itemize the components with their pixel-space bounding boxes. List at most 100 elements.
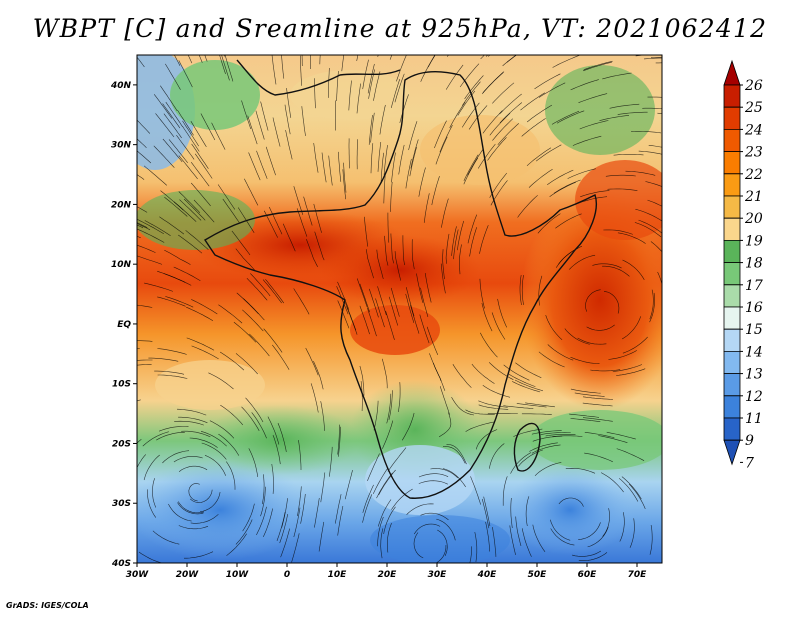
streamline <box>190 121 207 148</box>
streamline <box>482 384 511 398</box>
streamline <box>550 519 571 541</box>
streamline <box>577 337 607 345</box>
streamline <box>600 472 624 493</box>
streamline <box>284 104 291 135</box>
streamline <box>144 220 171 236</box>
streamline <box>463 154 479 182</box>
streamline <box>446 444 467 465</box>
lon-label: 0 <box>284 570 290 580</box>
streamline <box>464 75 484 100</box>
streamline <box>162 103 181 129</box>
streamline <box>457 220 464 251</box>
streamline <box>519 275 522 306</box>
streamline <box>297 486 302 517</box>
streamline <box>608 350 637 360</box>
streamline <box>592 263 622 269</box>
streamline <box>383 506 396 535</box>
streamline <box>570 79 599 91</box>
streamline <box>536 144 562 162</box>
streamline <box>622 259 645 280</box>
streamline <box>186 306 214 322</box>
streamline <box>606 431 636 440</box>
streamline <box>629 518 635 548</box>
streamline <box>578 552 608 561</box>
streamline <box>251 412 267 439</box>
streamline <box>479 225 489 254</box>
streamline <box>233 321 257 343</box>
streamline <box>165 63 181 90</box>
lat-label: 30N <box>111 141 132 151</box>
streamline <box>525 496 530 527</box>
streamline <box>281 498 288 528</box>
streamline <box>584 452 613 463</box>
streamline <box>190 514 219 524</box>
streamline <box>356 278 368 307</box>
streamline <box>483 496 491 527</box>
streamline <box>625 170 656 176</box>
streamline <box>154 370 185 375</box>
streamline <box>551 110 580 125</box>
streamline <box>531 430 562 435</box>
streamline <box>510 497 513 528</box>
streamline <box>178 191 201 214</box>
streamline <box>532 524 546 552</box>
streamline <box>485 521 490 552</box>
colorbar-label: 23 <box>744 145 763 161</box>
streamline <box>440 263 446 294</box>
streamline <box>157 374 188 379</box>
streamline <box>378 499 392 527</box>
streamline <box>137 222 148 228</box>
streamline <box>173 456 203 463</box>
streamline <box>137 138 147 149</box>
colorbar-swatch <box>723 240 741 263</box>
streamline <box>190 162 210 187</box>
streamline <box>516 403 547 408</box>
streamline <box>383 145 388 175</box>
streamline <box>391 79 401 108</box>
streamline <box>198 55 203 63</box>
streamline <box>499 93 522 115</box>
streamline <box>282 223 296 252</box>
streamline <box>176 135 195 160</box>
streamline <box>231 230 251 256</box>
streamline <box>423 193 430 223</box>
streamline <box>179 199 202 221</box>
streamline <box>378 469 396 495</box>
streamline <box>272 344 290 370</box>
streamline <box>328 67 330 98</box>
streamline <box>502 55 517 67</box>
streamline <box>219 351 245 371</box>
lat-label: 20N <box>111 200 132 210</box>
streamline <box>158 426 189 432</box>
lat-label: 10S <box>112 380 131 390</box>
streamline <box>525 402 555 408</box>
streamline <box>387 212 390 243</box>
streamline <box>447 55 449 57</box>
lat-label: EQ <box>117 320 131 330</box>
streamline <box>256 506 267 536</box>
streamline <box>406 503 434 515</box>
colorbar-label: 26 <box>744 78 763 94</box>
streamline <box>481 498 490 529</box>
streamline <box>531 444 561 454</box>
streamline <box>540 432 571 435</box>
streamline <box>310 55 311 69</box>
streamline <box>189 437 218 448</box>
streamline <box>390 233 394 264</box>
streamline <box>188 483 200 502</box>
streamline <box>478 400 508 408</box>
colorbar-swatch <box>723 439 741 466</box>
colorbar-label: 21 <box>744 189 763 205</box>
streamline <box>271 463 274 494</box>
streamline <box>370 112 375 143</box>
streamline <box>256 150 268 179</box>
streamline <box>194 153 213 179</box>
streamline <box>619 512 625 542</box>
streamline <box>480 332 498 358</box>
streamline <box>372 467 389 495</box>
streamline <box>201 442 227 460</box>
colorbar-swatch <box>723 106 741 130</box>
streamline <box>461 102 480 128</box>
streamline <box>313 143 319 173</box>
streamline <box>621 316 641 340</box>
